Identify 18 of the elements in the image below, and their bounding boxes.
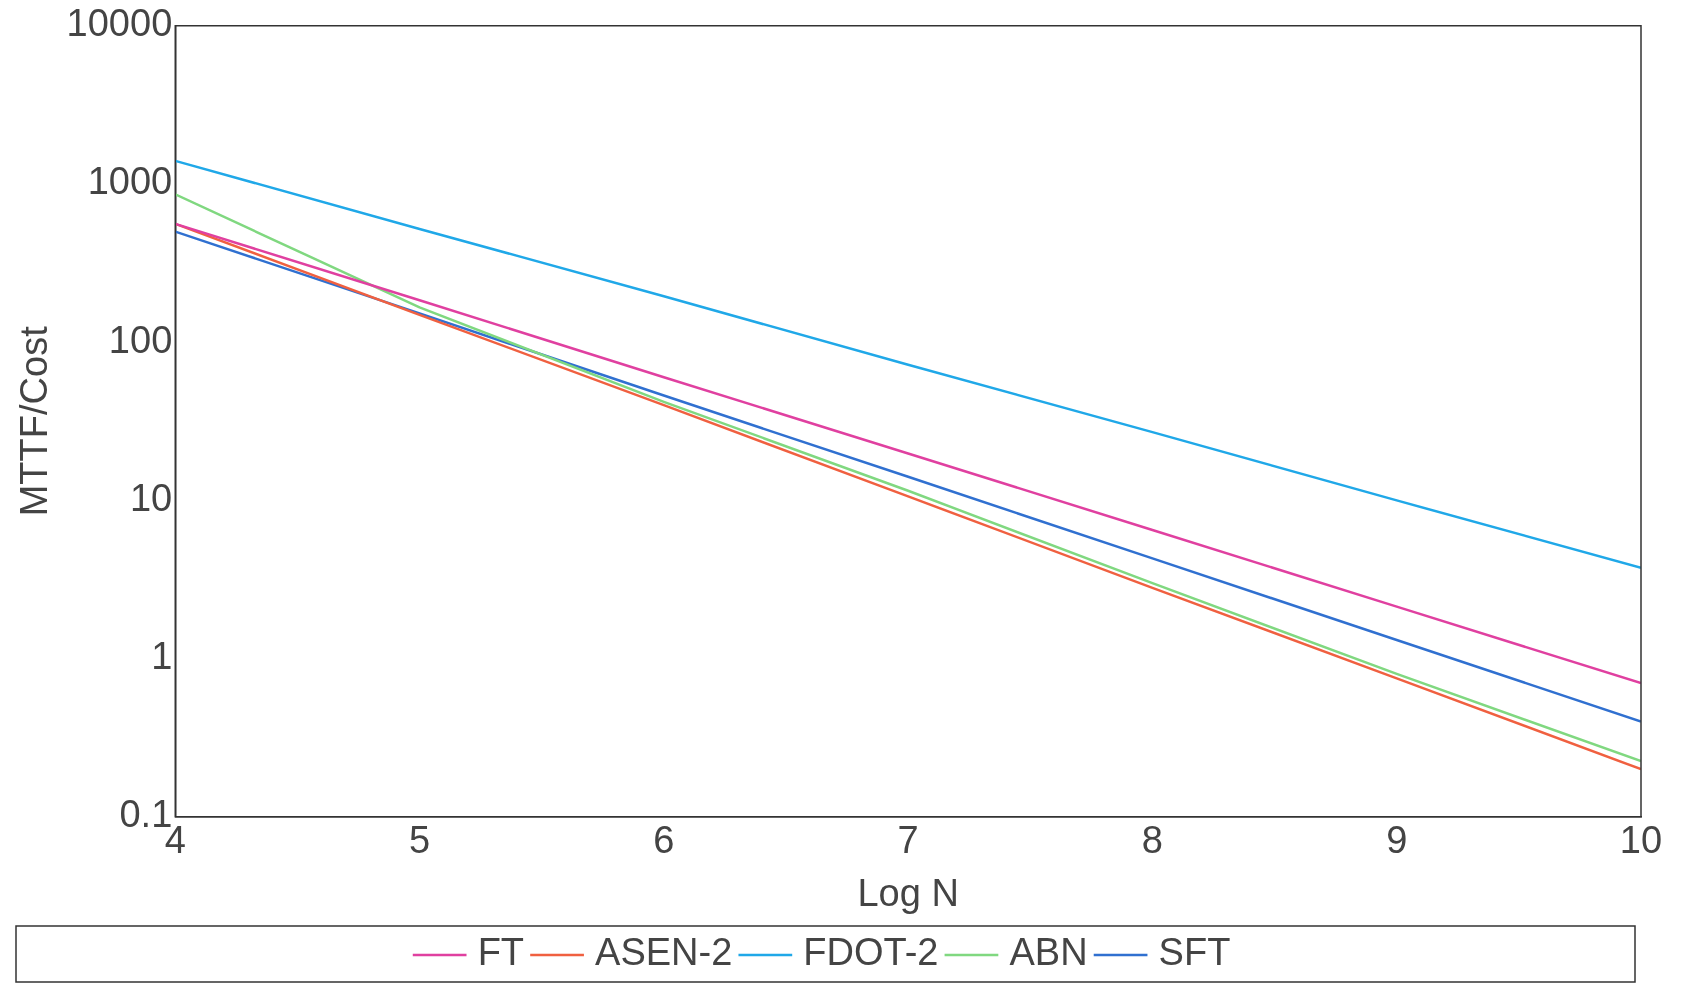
x-tick-label: 10	[1619, 819, 1663, 862]
y-tick-label: 10000	[66, 2, 173, 45]
y-tick-label: 100	[108, 318, 173, 361]
x-tick-label: 5	[408, 819, 431, 862]
y-axis-title: MTTF/Cost	[13, 325, 56, 517]
legend-label: FT	[477, 931, 525, 974]
y-tick-label: 10	[129, 476, 173, 519]
legend-label: ABN	[1009, 931, 1088, 974]
x-tick-label: 6	[653, 819, 675, 862]
x-tick-label: 9	[1386, 819, 1408, 862]
legend-label: FDOT-2	[803, 931, 939, 974]
y-tick-label: 1	[151, 635, 173, 678]
y-tick-label: 1000	[87, 160, 173, 203]
x-axis-title: Log N	[857, 871, 959, 914]
x-tick-label: 8	[1141, 819, 1163, 862]
x-tick-label: 7	[897, 819, 919, 862]
legend-label: ASEN-2	[595, 931, 733, 974]
legend-label: SFT	[1158, 931, 1231, 974]
